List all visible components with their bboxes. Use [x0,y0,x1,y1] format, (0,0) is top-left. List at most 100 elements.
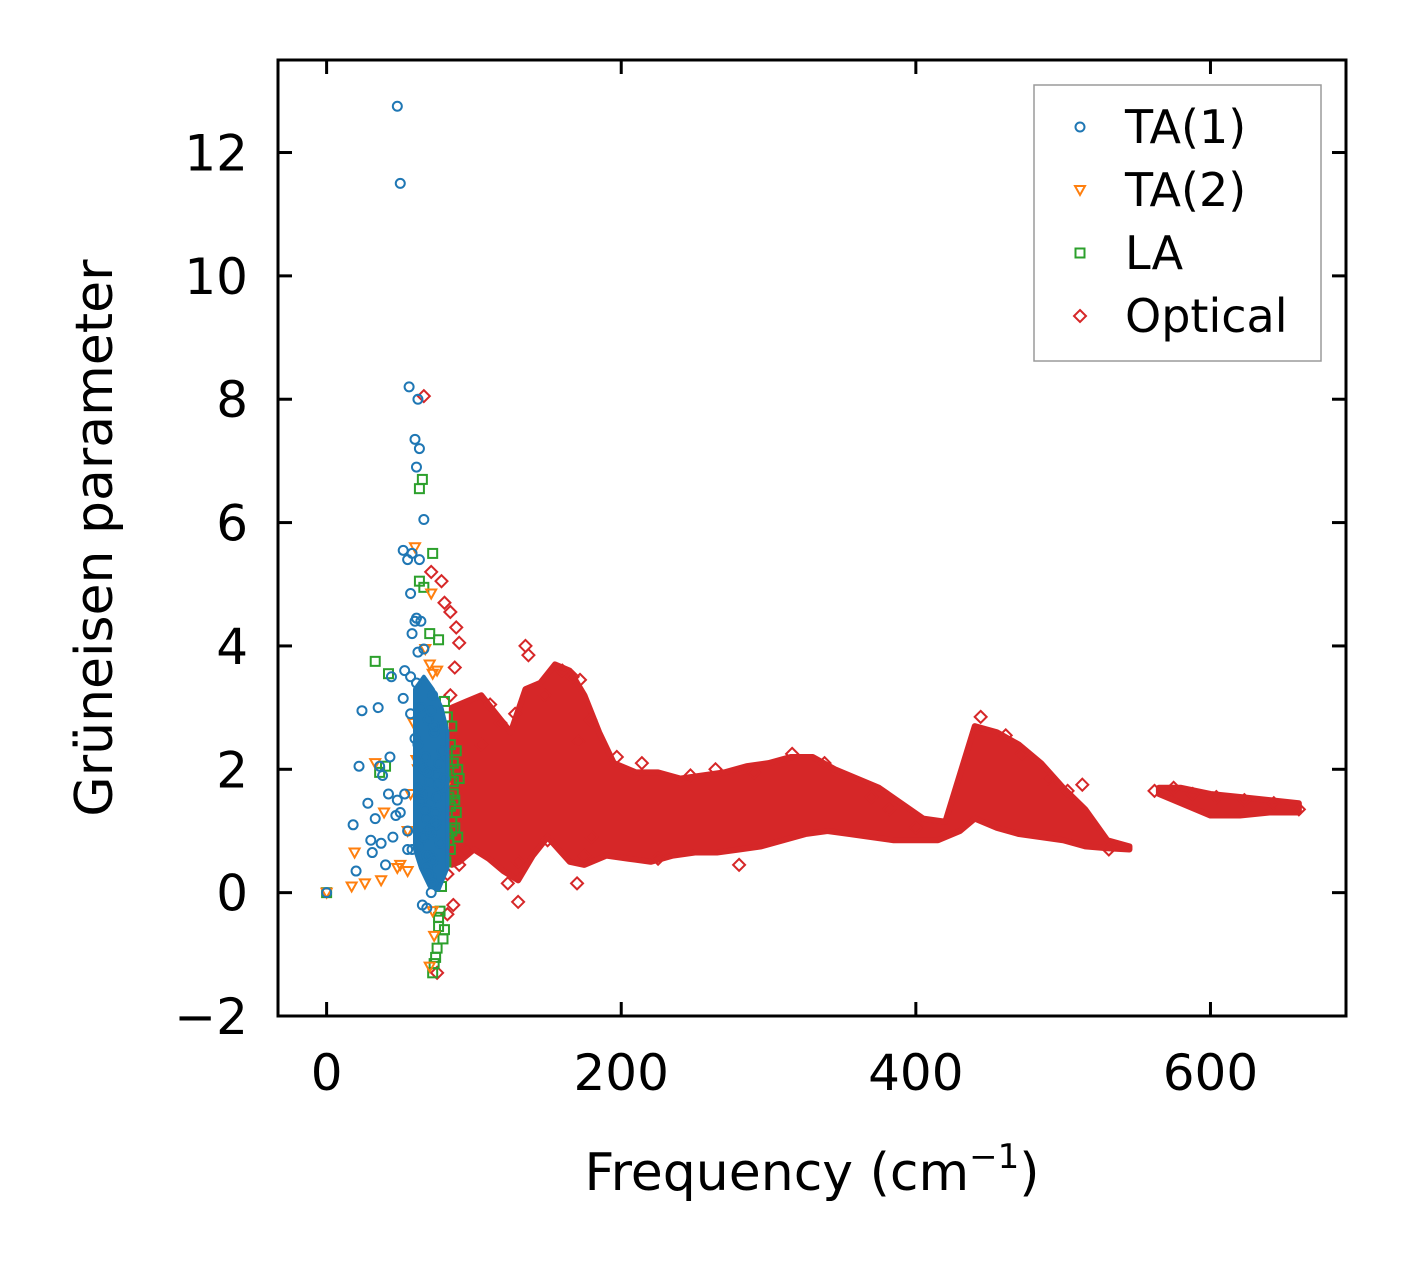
ta-1-point [431,791,443,803]
ta-1-point [397,692,409,704]
ta-1-point [436,745,448,757]
ta-1-point [409,433,421,445]
x-axis-label: Frequency (cm−1) [584,1137,1039,1203]
ta-1-point [405,588,417,600]
ta-1-point [353,760,365,772]
la-point [427,547,439,559]
optical-point [576,848,592,864]
ta-1-point [415,702,427,714]
optical-point [582,712,598,728]
ta-1-point [412,739,424,751]
ta-1-point [427,689,439,701]
la-point [374,766,386,778]
ta-1-point [402,843,414,855]
optical-point [1014,746,1030,762]
series-optical [416,388,1307,981]
legend-marker-ta-2 [1073,185,1087,198]
optical-point [482,697,498,712]
y-tick-label: 0 [216,865,248,923]
ta-2-point [344,881,359,894]
ta-1-point [409,732,421,744]
optical-dense-tail [1155,784,1302,819]
optical-point [1291,801,1307,817]
la-point [433,634,445,646]
la-point [450,806,462,818]
optical-point [1266,795,1282,811]
y-tick-label: 10 [184,248,248,306]
x-axis-label-superscript: −1 [969,1137,1019,1177]
optical-point [442,604,458,620]
optical-point [459,842,474,857]
ta-1-point [374,760,386,772]
optical-point [445,897,461,913]
optical-point [1185,786,1201,802]
y-tick-label: 12 [184,125,248,183]
ta-1-point [362,797,374,809]
ta-2-point [358,878,372,891]
ta-2-point [408,542,422,555]
optical-point [510,894,526,910]
ta-1-point [399,788,411,800]
la-point [449,822,461,834]
ta-1-point [384,751,396,763]
optical-point [507,706,523,722]
optical-point [451,635,467,651]
ta-2-point [424,588,438,601]
optical-point [437,595,452,611]
ta-1-point [430,816,442,828]
optical-point [1208,789,1224,805]
ta-1-point [428,720,440,732]
ta-1-point [419,803,431,815]
ta-1-point [412,840,424,852]
optical-point [708,761,723,777]
optical-point [510,854,526,870]
optical-point [540,832,555,848]
series-ta-1 [321,100,450,914]
optical-point [1060,783,1075,799]
ta-1-point [422,766,434,778]
ta-1-point [412,646,424,658]
ta-2-point [368,758,382,771]
plot-frame [276,58,1348,1018]
optical-point [784,746,800,762]
x-axis-label-main: Frequency (cm [584,1143,969,1203]
ta-1-point [413,554,425,566]
ta-1-point [366,847,378,859]
optical-point [1074,777,1090,793]
ta-1-point [428,726,440,738]
la-point [369,655,381,667]
ta-1-point [418,643,430,655]
legend-marker-ta-1 [1074,121,1086,133]
optical-point [973,709,989,725]
plot-marks [319,100,1307,981]
ta-2-point [377,807,391,820]
ta-1-point [438,773,450,785]
optical-point [683,768,698,783]
ta-1-point [410,461,422,473]
ta-1-point [402,825,414,837]
optical-point [572,672,588,688]
ta-1-point [391,794,403,806]
legend-label-ta1: TA(1) [1124,100,1246,154]
la-point [382,668,394,680]
optical-point [634,755,650,771]
ta-1-point [418,513,430,525]
ta-1-point [382,788,394,800]
la-point [380,760,392,772]
la-point [418,581,430,593]
ta-1-point [350,865,362,877]
y-tick-label: 6 [216,495,248,553]
la-point [450,745,462,757]
ta-1-point [436,782,448,794]
ta-2-point [423,961,437,974]
ta-1-point [406,628,418,640]
ta-1-point [405,671,417,683]
la-point [438,924,450,936]
ta-1-point [422,825,434,837]
optical-point [448,620,464,635]
ta-1-point [425,871,437,883]
optical-point [429,965,445,981]
y-tick-label: −2 [174,988,248,1046]
optical-point [447,660,463,675]
ta-1-point [425,705,437,717]
